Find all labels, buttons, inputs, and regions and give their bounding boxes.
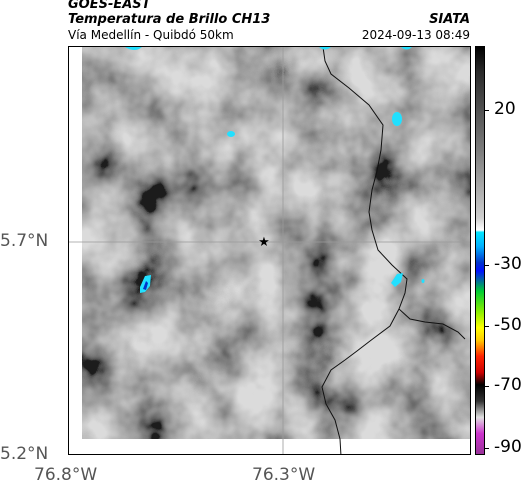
colorbar-tick	[484, 448, 489, 449]
lon-label-76.3: 76.3°W	[252, 465, 316, 485]
cold-cloud-top-2	[319, 47, 331, 50]
colorbar-tick	[484, 265, 489, 266]
lon-label-76.8: 76.8°W	[34, 465, 98, 485]
star-marker-icon: ★	[258, 235, 270, 250]
cold-cloud-east	[391, 273, 403, 287]
colorbar-label: -50	[494, 315, 522, 335]
product-title: Temperatura de Brillo CH13	[68, 12, 271, 27]
department-boundary	[321, 47, 466, 454]
cold-cloud-west-core	[143, 281, 148, 290]
colorbar-label: -70	[494, 375, 522, 395]
cold-cloud-east-dot	[421, 279, 425, 283]
timestamp-label: 2024-09-13 08:49	[361, 28, 470, 42]
cloud-field	[82, 47, 470, 439]
colorbar-label: 20	[494, 99, 516, 119]
colorbar-label: -90	[494, 437, 522, 457]
colorbar-label: -30	[494, 254, 522, 274]
satellite-map[interactable]: ★	[68, 46, 471, 455]
map-canvas: ★	[69, 47, 470, 454]
colorbar-tick	[484, 110, 489, 111]
cold-cloud-top-3	[401, 47, 412, 50]
cold-cloud-top-1	[125, 47, 142, 50]
cloud-tint	[82, 47, 470, 439]
cold-cloud-north	[227, 131, 235, 137]
colorbar-tick	[484, 326, 489, 327]
lat-label-5.7: 5.7°N	[0, 231, 49, 251]
colorbar-tick	[484, 386, 489, 387]
satellite-title: GOES-EAST	[68, 0, 151, 12]
colorbar	[475, 46, 485, 455]
organization-label: SIATA	[429, 12, 470, 27]
lat-label-5.2: 5.2°N	[0, 444, 49, 464]
cold-cloud-northeast	[392, 112, 402, 126]
route-subtitle: Vía Medellín - Quibdó 50km	[68, 28, 234, 42]
